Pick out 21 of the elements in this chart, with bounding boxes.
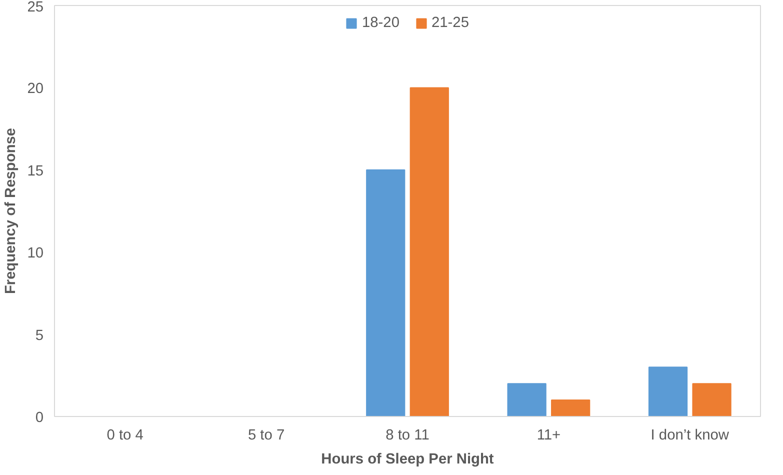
bar	[410, 87, 449, 416]
x-tick-label: 0 to 4	[106, 428, 144, 444]
bar	[648, 366, 688, 416]
bar	[692, 383, 732, 416]
x-axis-title: Hours of Sleep Per Night	[321, 452, 494, 468]
y-tick-label: 5	[35, 328, 44, 344]
y-tick-label: 20	[27, 81, 44, 98]
legend-label: 21-25	[432, 15, 469, 31]
y-tick-label: 0	[35, 410, 44, 426]
bar	[366, 169, 406, 416]
y-axis-title: Frequency of Response	[3, 128, 20, 294]
bar	[551, 400, 590, 416]
x-tick-label: 8 to 11	[386, 428, 430, 444]
y-tick-label: 15	[27, 163, 44, 180]
x-tick-label: 11+	[536, 428, 561, 444]
x-tick-label: 5 to 7	[248, 428, 285, 444]
legend-label: 18-20	[362, 15, 400, 31]
x-tick-label: I don’t know	[650, 428, 730, 444]
y-tick-label: 25	[27, 0, 44, 16]
y-tick-label: 10	[27, 246, 44, 262]
bar	[507, 383, 546, 416]
